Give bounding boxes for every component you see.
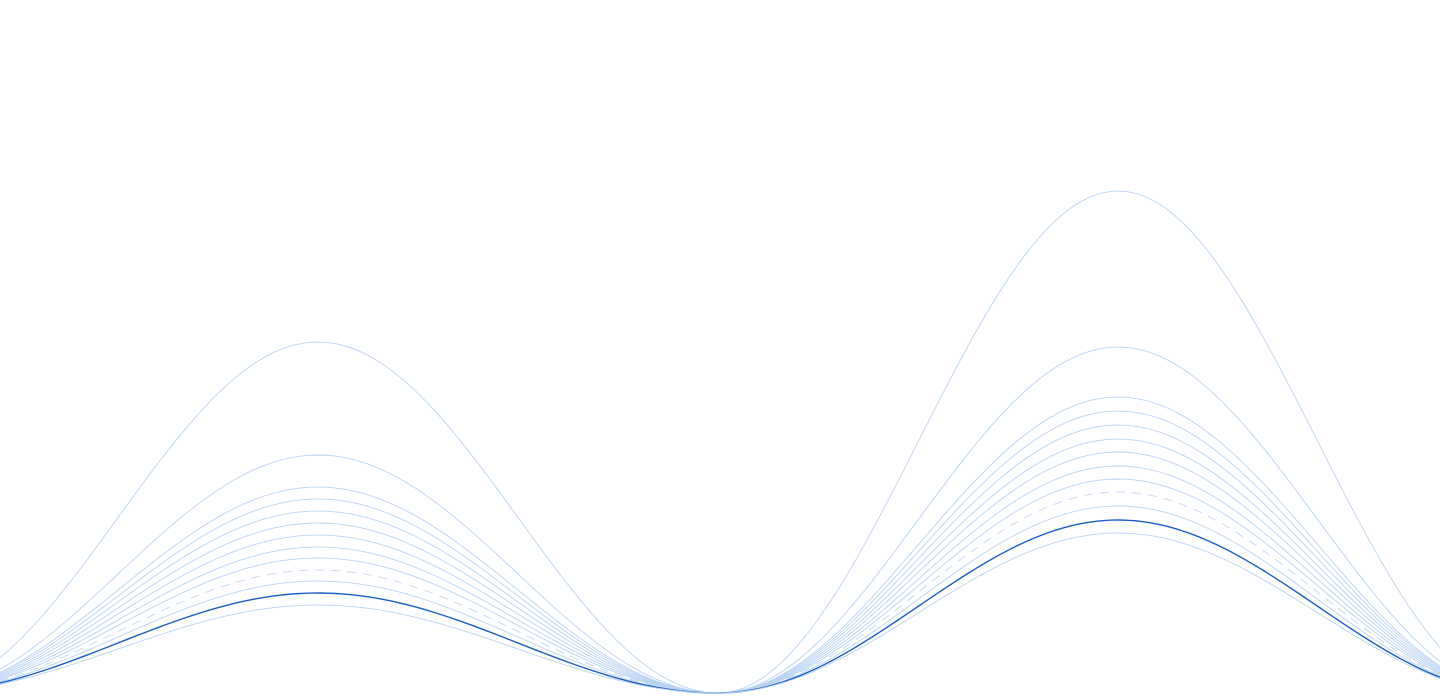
wave-line	[0, 465, 1440, 694]
wave-line	[0, 438, 1440, 694]
wave-line	[0, 346, 1440, 694]
wave-line	[0, 410, 1440, 694]
dashed-wave-line	[0, 491, 1440, 694]
wave-line	[0, 532, 1440, 694]
wave-line	[0, 396, 1440, 694]
wave-line	[0, 505, 1440, 694]
wave-line	[0, 478, 1440, 694]
accent-wave-line	[0, 519, 1440, 694]
wave-line	[0, 190, 1440, 694]
wave-line	[0, 451, 1440, 694]
